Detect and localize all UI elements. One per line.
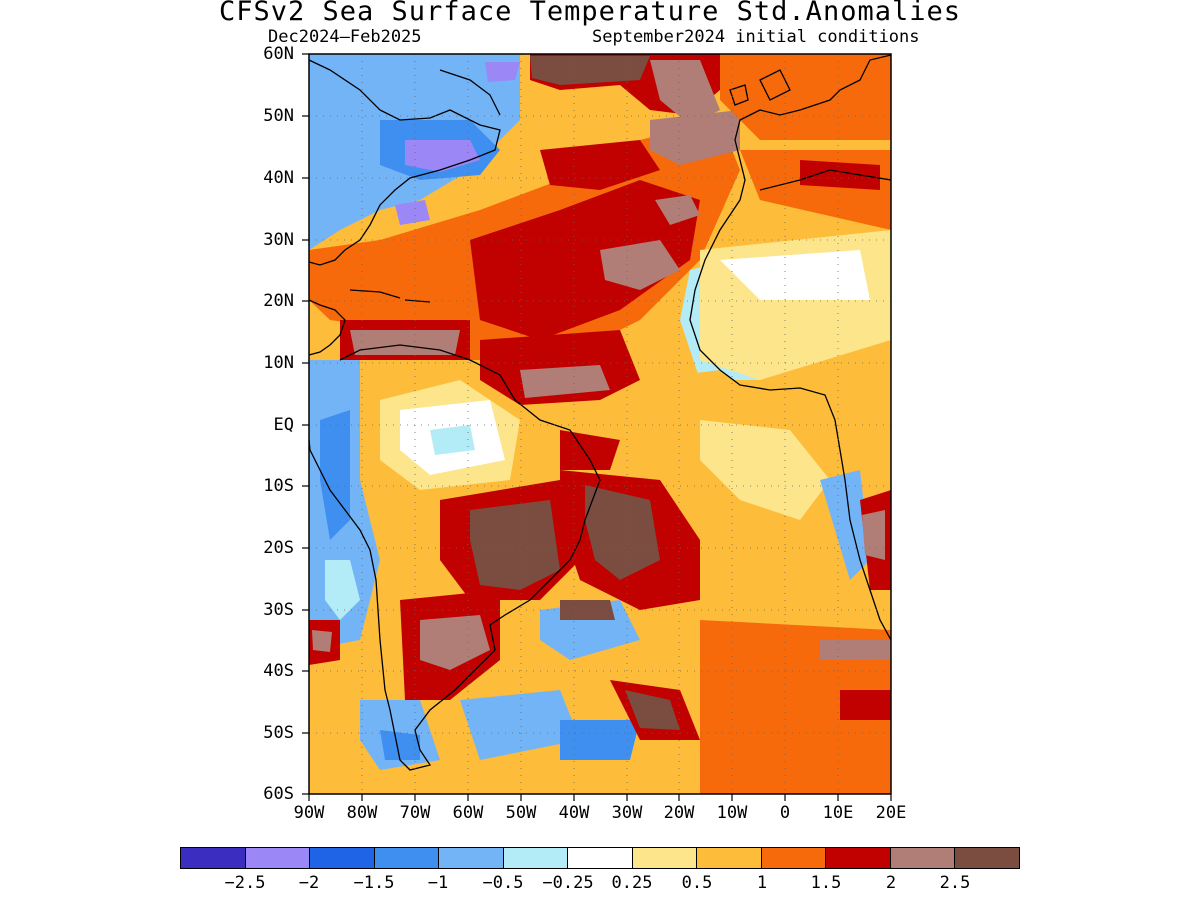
lon-label-20w: 20W [663, 803, 695, 823]
legend-swatch [697, 848, 762, 868]
lon-label-10e: 10E [822, 803, 854, 823]
lat-label-10n: 10N [263, 353, 294, 373]
lat-label-40s: 40S [263, 661, 294, 681]
lon-label-40w: 40W [558, 803, 590, 823]
axis-ticks [302, 53, 892, 801]
legend-swatch [374, 848, 440, 868]
legend-swatch [955, 848, 1019, 868]
legend-swatch [632, 848, 698, 868]
lon-label-60w: 60W [452, 803, 484, 823]
legend-swatch [890, 848, 956, 868]
legend-swatch [503, 848, 569, 868]
lon-label-50w: 50W [505, 803, 537, 823]
legend-label: 0.5 [681, 873, 713, 893]
legend-label: −2 [298, 873, 320, 893]
lon-label-30w: 30W [611, 803, 643, 823]
lat-label-20s: 20S [263, 538, 294, 558]
graticule [309, 54, 891, 794]
lat-label-eq: EQ [273, 415, 294, 435]
lat-label-60n: 60N [263, 44, 294, 64]
legend-label: −2.5 [224, 873, 266, 893]
lon-label-10w: 10W [716, 803, 748, 823]
initial-conditions: September2024 initial conditions [592, 27, 920, 47]
lat-label-40n: 40N [263, 168, 294, 188]
legend-label: −1.5 [353, 873, 395, 893]
legend-label: 1.5 [810, 873, 842, 893]
lat-label-10s: 10S [263, 476, 294, 496]
lon-label-80w: 80W [346, 803, 378, 823]
legend-swatch [568, 848, 633, 868]
legend-swatch [181, 848, 246, 868]
lon-label-90w: 90W [293, 803, 325, 823]
color-legend [180, 847, 1020, 869]
legend-swatch [310, 848, 375, 868]
lon-label-70w: 70W [399, 803, 431, 823]
legend-label: −0.25 [542, 873, 594, 893]
legend-label: 1 [756, 873, 768, 893]
lon-label-20e: 20E [875, 803, 907, 823]
legend-label: 2 [885, 873, 897, 893]
legend-swatch [761, 848, 827, 868]
legend-label: −0.5 [482, 873, 524, 893]
legend-swatch [245, 848, 311, 868]
legend-label: 2.5 [939, 873, 971, 893]
legend-swatch [439, 848, 504, 868]
map-title: CFSv2 Sea Surface Temperature Std.Anomal… [219, 0, 961, 27]
lat-label-20n: 20N [263, 291, 294, 311]
lon-label-0: 0 [779, 803, 791, 823]
lat-label-30s: 30S [263, 600, 294, 620]
coastlines [308, 54, 892, 771]
legend-swatch [826, 848, 891, 868]
map-frame [308, 53, 892, 795]
anomaly-field [309, 54, 891, 794]
forecast-period: Dec2024–Feb2025 [268, 27, 422, 47]
lat-label-50s: 50S [263, 723, 294, 743]
lat-label-50n: 50N [263, 106, 294, 126]
legend-label: −1 [427, 873, 449, 893]
lat-label-30n: 30N [263, 230, 294, 250]
legend-label: 0.25 [611, 873, 653, 893]
lat-label-60s: 60S [263, 784, 294, 804]
